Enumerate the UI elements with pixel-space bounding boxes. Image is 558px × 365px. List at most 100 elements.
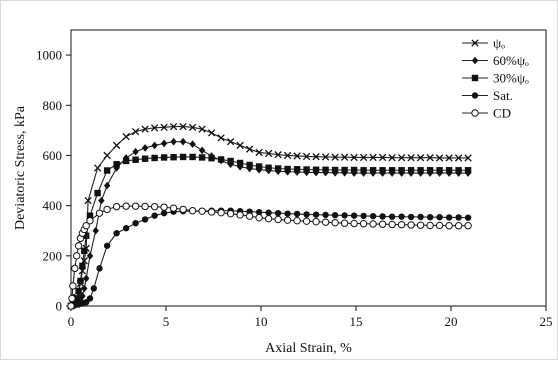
data-point — [245, 145, 254, 153]
data-point — [265, 209, 272, 216]
data-point — [170, 154, 177, 161]
y-tick-label: 800 — [43, 98, 63, 113]
data-point — [75, 287, 82, 295]
data-point — [189, 153, 196, 161]
data-point — [86, 216, 94, 225]
data-point — [188, 123, 197, 132]
data-point — [436, 213, 443, 221]
data-point — [79, 262, 86, 270]
data-point — [293, 166, 301, 173]
legend-label: ψₒ — [493, 36, 505, 51]
data-point — [284, 165, 291, 173]
data-point — [151, 154, 158, 162]
data-point — [103, 242, 111, 249]
x-axis-label: Axial Strain, % — [265, 341, 352, 356]
data-point — [407, 221, 415, 229]
data-point — [131, 127, 140, 136]
data-point — [293, 216, 301, 225]
data-point — [236, 211, 244, 219]
data-point — [86, 252, 94, 260]
legend-marker — [471, 56, 479, 65]
data-point — [416, 154, 425, 162]
data-point — [198, 154, 206, 161]
data-point — [398, 167, 405, 174]
x-tick-label: 10 — [255, 314, 268, 329]
data-point — [131, 202, 140, 210]
y-tick-label: 1000 — [36, 48, 62, 63]
data-point — [160, 139, 168, 148]
data-point — [207, 129, 216, 137]
y-tick-label: 200 — [43, 248, 63, 263]
data-point — [388, 213, 396, 220]
data-point — [331, 166, 339, 174]
legend-item: CD — [462, 106, 511, 121]
data-point — [141, 144, 149, 152]
data-point — [464, 222, 472, 230]
data-point — [341, 166, 348, 174]
data-point — [265, 164, 272, 171]
data-point — [217, 156, 225, 163]
data-point — [283, 151, 292, 160]
data-point — [103, 205, 111, 214]
data-point — [246, 161, 253, 169]
x-axis: 0 5 10 15 20 25 — [68, 306, 553, 329]
data-point — [255, 163, 263, 170]
data-point — [274, 209, 282, 217]
data-point — [189, 140, 196, 148]
data-point — [160, 123, 168, 132]
data-point — [103, 151, 111, 160]
data-point — [407, 213, 415, 221]
data-point — [426, 167, 434, 174]
data-point — [255, 148, 263, 157]
data-point — [170, 137, 177, 146]
data-point — [407, 167, 415, 174]
data-point — [132, 220, 139, 227]
data-point — [73, 252, 81, 260]
legend-label: CD — [493, 106, 511, 121]
data-point — [426, 213, 434, 221]
data-point — [103, 181, 111, 190]
data-point — [67, 302, 75, 310]
data-point — [379, 213, 386, 220]
data-point — [96, 265, 103, 272]
series-layer — [67, 122, 472, 310]
data-point — [122, 132, 130, 141]
data-point — [160, 154, 168, 161]
legend-item: 30%ψₒ — [462, 71, 529, 86]
data-point — [208, 155, 215, 162]
data-point — [379, 167, 386, 174]
data-point — [198, 125, 206, 133]
data-point — [77, 277, 84, 285]
data-point — [350, 153, 358, 162]
data-point — [302, 217, 311, 225]
series-4 — [67, 202, 472, 310]
data-point — [95, 209, 104, 217]
data-point — [98, 196, 105, 205]
data-point — [141, 216, 149, 223]
data-point — [74, 242, 83, 250]
data-point — [435, 154, 444, 162]
data-point — [455, 214, 462, 221]
data-point — [293, 152, 301, 160]
data-point — [369, 220, 377, 228]
data-point — [151, 212, 158, 219]
data-point — [312, 211, 320, 218]
data-point — [359, 153, 368, 162]
data-point — [71, 264, 79, 273]
data-point — [151, 141, 158, 150]
data-point — [82, 222, 90, 230]
data-point — [86, 295, 94, 302]
data-point — [141, 202, 149, 211]
data-point — [122, 225, 130, 232]
data-point — [369, 167, 377, 174]
y-axis-label: Deviatoric Stress, kPa — [13, 105, 28, 230]
data-point — [113, 161, 120, 168]
legend: ψₒ 60%ψₒ 30%ψₒ Sat. CD — [462, 36, 529, 121]
data-point — [169, 122, 178, 131]
data-point — [454, 222, 463, 230]
data-point — [398, 213, 405, 220]
data-point — [227, 157, 234, 165]
x-tick-label: 20 — [445, 314, 458, 329]
legend-marker — [471, 109, 479, 117]
data-point — [264, 214, 273, 223]
